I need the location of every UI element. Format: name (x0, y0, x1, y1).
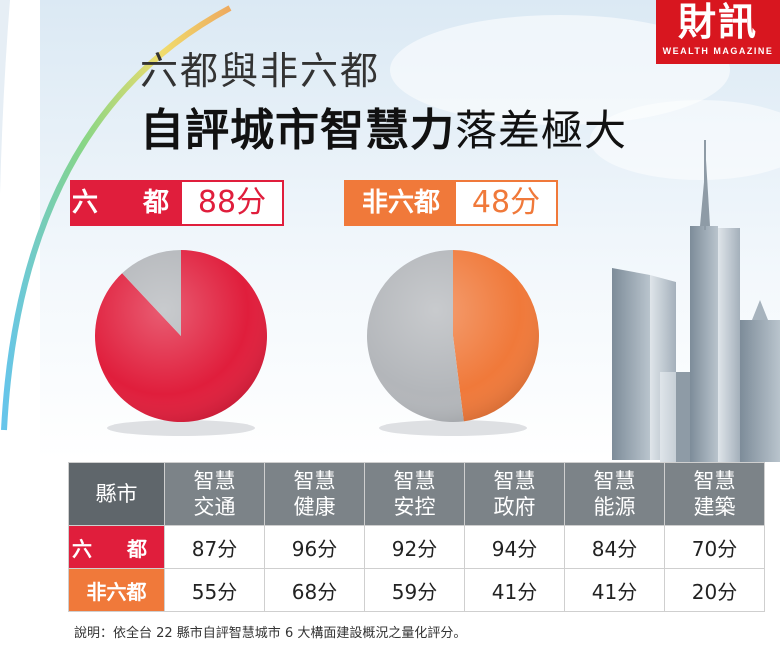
table-cell: 68分 (264, 568, 365, 612)
six-cities-badge-score: 88分 (197, 185, 267, 220)
title-line-2-bold: 自評城市智慧力 (140, 105, 455, 156)
header-line1: 智慧 (193, 469, 236, 493)
header-line2: 政府 (493, 495, 536, 519)
footnote: 說明：依全台 22 縣市自評智慧城市 6 大構面建設概況之量化評分。 (74, 626, 467, 641)
header-line1: 智慧 (393, 469, 436, 493)
table-header-row: 縣市 智慧 交通 智慧 健康 智慧 安控 智慧 政府 智慧 能源 智慧 建築 (68, 462, 765, 526)
pie-shading (367, 250, 539, 422)
header-line2: 建築 (693, 495, 736, 519)
logo: 財訊 WEALTH MAGAZINE (656, 0, 780, 64)
header-government: 智慧 政府 (464, 462, 565, 526)
table-cell: 84分 (564, 525, 665, 569)
pie-chart-non-six-cities (366, 250, 539, 423)
table-cell: 94分 (464, 525, 565, 569)
logo-sub-text: WEALTH MAGAZINE (662, 46, 774, 56)
title-line-2: 自評城市智慧力落差極大 (140, 94, 627, 158)
pie-chart-six-cities (94, 250, 267, 422)
row-label-six-cities: 六 都 (68, 525, 165, 569)
table-cell: 70分 (664, 525, 765, 569)
pie-shading (95, 250, 267, 422)
logo-main-text: 財訊 (677, 0, 758, 44)
six-cities-badge-label: 六 都 (72, 182, 182, 224)
table-cell: 41分 (464, 568, 565, 612)
table-corner-header: 縣市 (68, 462, 165, 526)
header-line2: 健康 (293, 495, 336, 519)
header-line1: 智慧 (693, 469, 736, 493)
table-cell: 87分 (164, 525, 265, 569)
six-cities-badge: 六 都 88分 (70, 180, 284, 226)
title-line-2-normal: 落差極大 (455, 106, 628, 155)
header-line2: 安控 (393, 495, 436, 519)
header-line2: 交通 (193, 495, 236, 519)
row-label-non-six-cities: 非六都 (68, 568, 165, 612)
table-row: 六 都 87分 96分 92分 94分 84分 70分 (68, 525, 765, 569)
non-six-cities-badge-label: 非六都 (346, 182, 456, 224)
header-building: 智慧 建築 (664, 462, 765, 526)
table-row: 非六都 55分 68分 59分 41分 41分 20分 (68, 568, 765, 612)
non-six-cities-badge-score: 48分 (471, 185, 541, 220)
table-cell: 20分 (664, 568, 765, 612)
table-cell: 55分 (164, 568, 265, 612)
header-line1: 智慧 (293, 469, 336, 493)
table-cell: 59分 (364, 568, 465, 612)
header-line1: 智慧 (593, 469, 636, 493)
score-table: 縣市 智慧 交通 智慧 健康 智慧 安控 智慧 政府 智慧 能源 智慧 建築 六 都 87分… (68, 462, 765, 612)
header-traffic: 智慧 交通 (164, 462, 265, 526)
table-cell: 92分 (364, 525, 465, 569)
non-six-cities-badge: 非六都 48分 (344, 180, 558, 226)
header-health: 智慧 健康 (264, 462, 365, 526)
table-cell: 96分 (264, 525, 365, 569)
header-line1: 智慧 (493, 469, 536, 493)
header-line2: 能源 (593, 495, 636, 519)
header-security: 智慧 安控 (364, 462, 465, 526)
title-line-1: 六都與非六都 (140, 49, 381, 93)
table-cell: 41分 (564, 568, 665, 612)
header-energy: 智慧 能源 (564, 462, 665, 526)
